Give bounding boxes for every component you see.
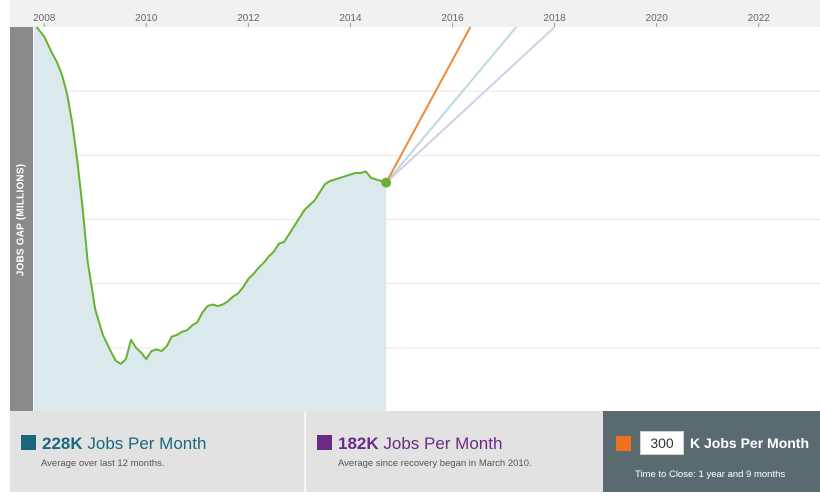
- recovery-rate-label: Jobs Per Month: [383, 434, 503, 453]
- current-point-marker: [381, 177, 392, 188]
- x-tick-label: 2014: [339, 13, 362, 24]
- recent-swatch: [21, 435, 36, 450]
- recovery-rate-description: Average since recovery began in March 20…: [338, 458, 532, 469]
- recent-rate-value: 228K: [42, 434, 83, 453]
- history-line: [35, 26, 387, 365]
- chart-area: JOBS GAP (MILLIONS) -2-4-6-8-10-12200820…: [10, 0, 820, 412]
- jobs-gap-chart: -2-4-6-8-10-1220082010201220142016201820…: [10, 0, 820, 412]
- x-tick-label: 2022: [748, 13, 771, 24]
- recovery-rate-line: 182K Jobs Per Month: [338, 434, 502, 454]
- jobs-per-month-input[interactable]: [640, 431, 684, 455]
- projection-line-300k: [385, 26, 472, 184]
- recent-rate-line: 228K Jobs Per Month: [42, 434, 206, 454]
- x-tick-label: 2020: [646, 13, 669, 24]
- recovery-swatch: [317, 435, 332, 450]
- y-axis-band: [10, 27, 33, 412]
- recent-average-panel[interactable]: 228K Jobs Per Month Average over last 12…: [10, 411, 305, 492]
- x-tick-label: 2018: [543, 13, 566, 24]
- x-tick-label: 2010: [135, 13, 158, 24]
- custom-rate-panel: K Jobs Per Month Time to Close: 1 year a…: [603, 411, 820, 492]
- history-area: [34, 27, 387, 412]
- scenario-panels: 228K Jobs Per Month Average over last 12…: [10, 411, 820, 492]
- recovery-average-panel[interactable]: 182K Jobs Per Month Average since recove…: [306, 411, 603, 492]
- projection-line-228k: [385, 26, 518, 184]
- custom-rate-label: K Jobs Per Month: [690, 435, 810, 451]
- recent-rate-description: Average over last 12 months.: [41, 458, 165, 469]
- x-tick-label: 2016: [441, 13, 464, 24]
- x-axis-strip: [10, 0, 820, 27]
- time-to-close: Time to Close: 1 year and 9 months: [635, 469, 786, 480]
- custom-swatch: [616, 436, 631, 451]
- projection-line-182k: [385, 26, 556, 184]
- recent-rate-label: Jobs Per Month: [87, 434, 207, 453]
- x-tick-label: 2012: [237, 13, 260, 24]
- recovery-rate-value: 182K: [338, 434, 379, 453]
- x-tick-label: 2008: [33, 13, 56, 24]
